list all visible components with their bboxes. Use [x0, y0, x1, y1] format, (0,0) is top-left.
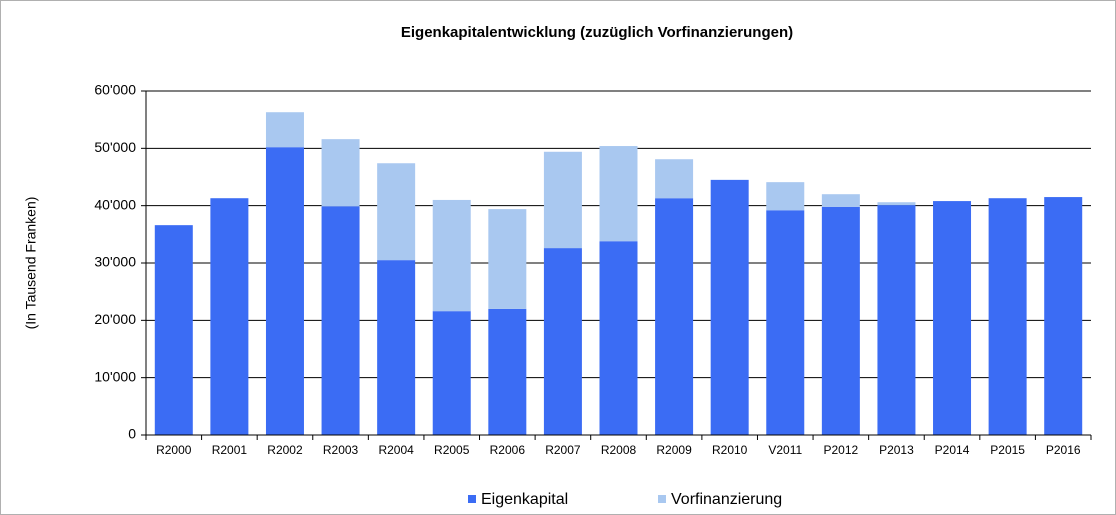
bar-segment: [599, 146, 638, 242]
y-tick-label: 30'000: [94, 254, 136, 270]
x-tick-label: P2014: [935, 443, 970, 457]
bar-segment: [432, 311, 471, 435]
legend-label: Vorfinanzierung: [671, 491, 782, 508]
x-tick-label: R2002: [267, 443, 303, 457]
bar-segment: [543, 248, 582, 435]
bar-segment: [377, 260, 416, 435]
legend-swatch: [468, 495, 476, 503]
y-tick-label: 60'000: [94, 82, 136, 98]
bar-segment: [877, 205, 916, 435]
bar-segment: [655, 198, 694, 435]
legend-label: Eigenkapital: [481, 491, 568, 508]
y-tick-label: 20'000: [94, 311, 136, 327]
y-tick-label: 0: [128, 426, 136, 442]
bar-segment: [210, 198, 249, 435]
y-tick-label: 10'000: [94, 368, 136, 384]
bar-segment: [766, 182, 805, 211]
y-axis-label: (In Tausend Franken): [23, 197, 39, 330]
bar-segment: [821, 194, 860, 207]
x-tick-label: R2009: [656, 443, 692, 457]
bar-segment: [710, 179, 749, 435]
x-tick-label: R2006: [490, 443, 526, 457]
bar-segment: [377, 163, 416, 261]
bar-segment: [488, 209, 527, 309]
bar-segment: [988, 198, 1027, 435]
y-tick-label: 50'000: [94, 139, 136, 155]
x-tick-label: R2004: [378, 443, 414, 457]
bar-segment: [488, 308, 527, 435]
bar-segment: [321, 139, 360, 207]
bar-segment: [933, 201, 972, 435]
bar-segment: [321, 206, 360, 435]
bar-segment: [655, 159, 694, 199]
x-tick-label: R2003: [323, 443, 359, 457]
x-tick-label: R2000: [156, 443, 192, 457]
x-tick-label: R2007: [545, 443, 581, 457]
bar-segment: [766, 210, 805, 435]
y-tick-label: 40'000: [94, 196, 136, 212]
x-tick-label: P2013: [879, 443, 914, 457]
bar-segment: [821, 206, 860, 435]
x-tick-label: R2010: [712, 443, 748, 457]
bar-segment: [877, 202, 916, 206]
x-tick-label: P2016: [1046, 443, 1081, 457]
bar-segment: [599, 241, 638, 435]
x-tick-label: R2008: [601, 443, 637, 457]
bar-segment: [265, 147, 304, 436]
bar-segment: [543, 151, 582, 249]
bar-segment: [1044, 197, 1083, 435]
bar-segment: [432, 199, 471, 312]
x-tick-label: P2015: [990, 443, 1025, 457]
legend-swatch: [658, 495, 666, 503]
bar-segment: [265, 112, 304, 148]
bar-segment: [154, 225, 193, 435]
x-tick-label: V2011: [768, 443, 802, 457]
x-tick-label: P2012: [824, 443, 859, 457]
x-tick-label: R2005: [434, 443, 470, 457]
chart-title: Eigenkapitalentwicklung (zuzüglich Vorfi…: [401, 24, 793, 41]
x-tick-label: R2001: [212, 443, 248, 457]
